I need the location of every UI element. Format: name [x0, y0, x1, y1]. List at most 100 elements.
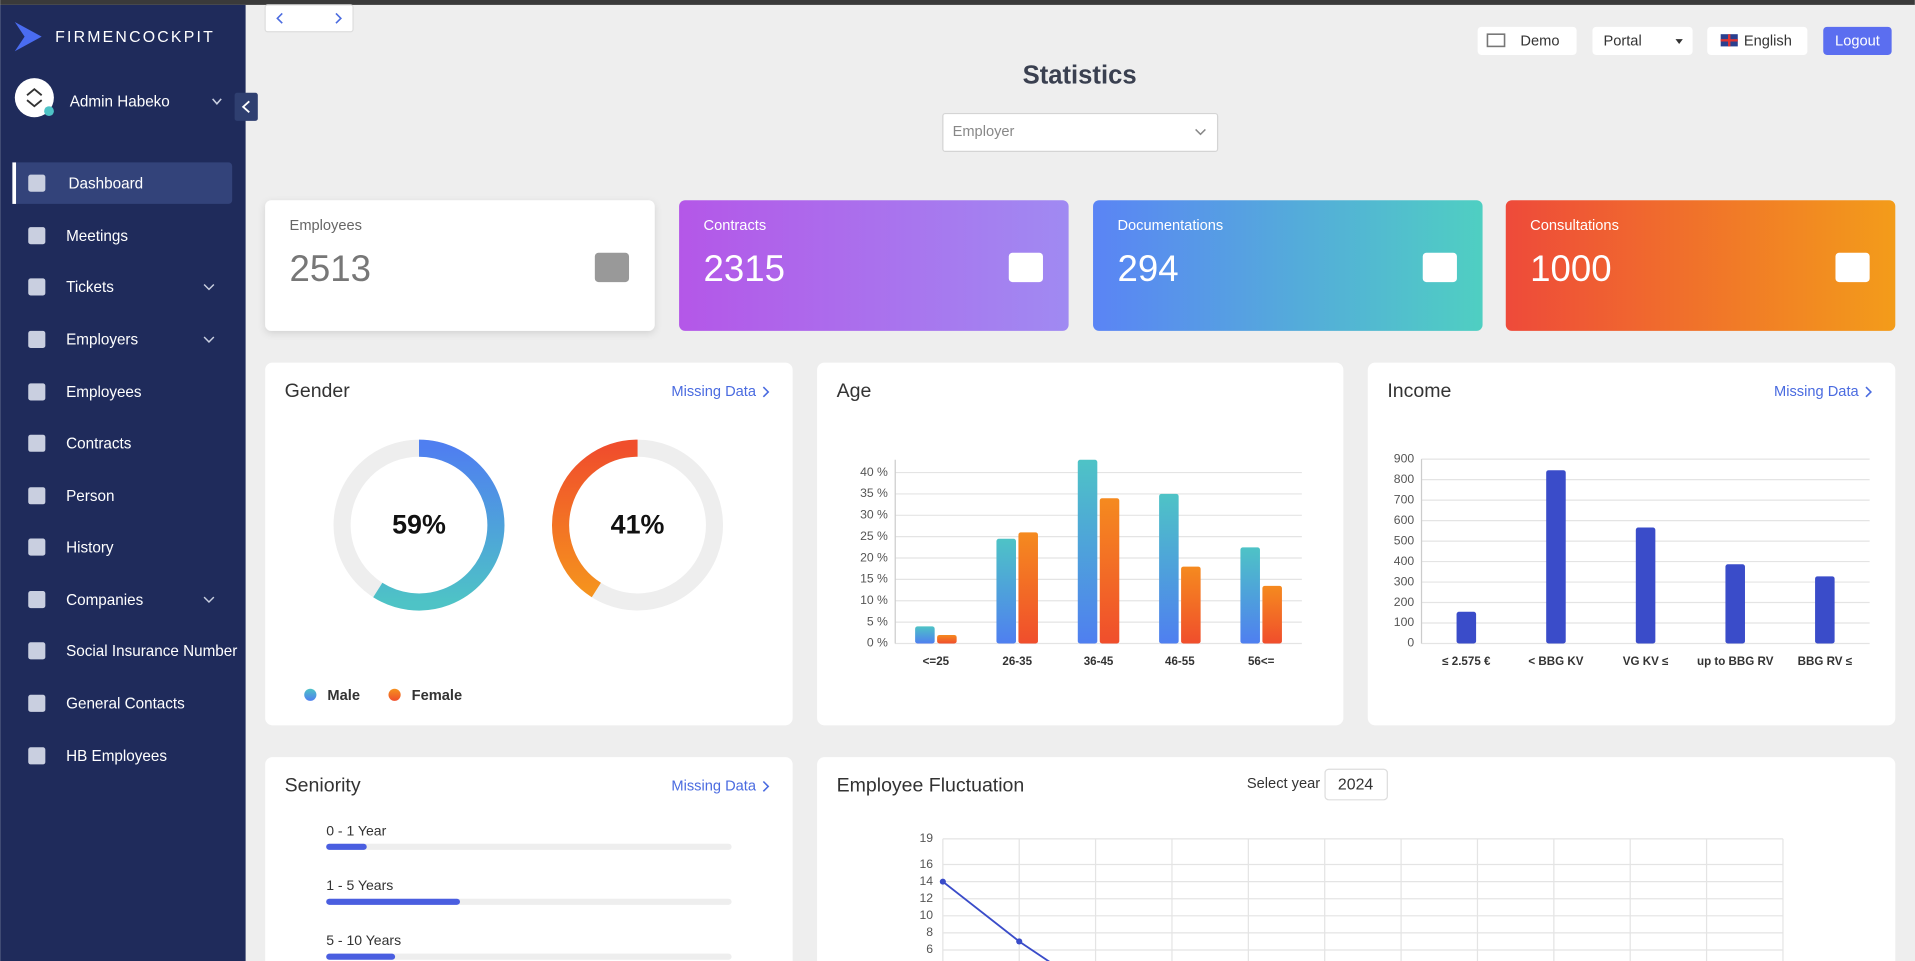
panel-title: Gender: [285, 380, 351, 402]
menu-icon: [28, 642, 46, 660]
language-button[interactable]: [1707, 26, 1808, 55]
bar: [1181, 566, 1201, 644]
y-tick-label: 10: [920, 908, 934, 922]
bar: [1099, 498, 1120, 644]
bar: [1635, 527, 1656, 644]
progress-track: [326, 843, 732, 850]
y-tick-label: 20 %: [860, 550, 888, 564]
nav-arrow-icons: [276, 12, 342, 24]
donut-arc: [373, 439, 505, 611]
donut-arc: [552, 439, 638, 598]
y-tick-label: 14: [920, 874, 934, 888]
stat-card: [679, 200, 1069, 331]
y-tick-label: 25 %: [860, 529, 888, 543]
menu-item[interactable]: Employers: [66, 332, 138, 349]
employer-placeholder: Employer: [953, 124, 1015, 140]
bar: [1018, 532, 1038, 644]
logo: [14, 21, 42, 52]
nav-arrows[interactable]: [264, 4, 354, 33]
menu-icon: [28, 330, 46, 349]
progress-track: [326, 953, 732, 960]
user-name[interactable]: Admin Habeko: [70, 94, 170, 111]
menu-icon: [28, 434, 46, 452]
bar: [1262, 585, 1282, 644]
year-select[interactable]: [1324, 768, 1388, 801]
x-tick-label: 56<=: [1248, 655, 1275, 668]
bar: [1546, 470, 1566, 644]
bar: [1815, 576, 1835, 644]
card-value: 2315: [704, 248, 785, 289]
logout-button[interactable]: [1823, 26, 1892, 55]
menu-icon: [28, 747, 46, 765]
progress-bar: [326, 898, 460, 905]
y-tick-label: 16: [920, 857, 934, 871]
y-tick-label: 5 %: [867, 614, 888, 628]
missing-data-link[interactable]: Missing Data: [671, 778, 756, 794]
missing-data-link[interactable]: Missing Data: [1774, 384, 1859, 400]
avatar-logo: [26, 87, 43, 108]
menu-item[interactable]: History: [66, 539, 114, 556]
menu-item[interactable]: Tickets: [66, 279, 114, 296]
donut-label: 59%: [392, 509, 446, 539]
missing-data-link[interactable]: Missing Data: [671, 384, 756, 400]
menu-item[interactable]: Social Insurance Number: [66, 643, 237, 660]
card-value: 1000: [1530, 248, 1611, 289]
x-tick-label: 26-35: [1002, 655, 1032, 668]
legend-dot: [304, 688, 317, 701]
point: [939, 878, 946, 885]
portal-text: Portal: [1603, 33, 1641, 49]
menu-item[interactable]: Companies: [66, 592, 144, 609]
legend-label: Male: [327, 688, 360, 704]
menu-item[interactable]: Employees: [66, 384, 142, 401]
card-icon: [594, 252, 630, 283]
bar: [1159, 493, 1179, 644]
demo-text: Demo: [1520, 33, 1559, 49]
y-tick-label: 700: [1394, 492, 1415, 506]
menu-item[interactable]: Meetings: [66, 228, 128, 245]
menu-icon: [28, 591, 46, 609]
menu-item[interactable]: Contracts: [66, 436, 132, 453]
stat-card: [265, 200, 655, 331]
active-marker: [12, 162, 17, 204]
menu-icon: [28, 538, 46, 556]
panel-title: Employee Fluctuation: [837, 775, 1025, 797]
x-tick-label: 46-55: [1165, 655, 1195, 668]
bar: [937, 634, 957, 644]
top-strip: [0, 0, 1915, 5]
y-tick-label: 400: [1394, 554, 1415, 568]
menu-item[interactable]: General Contacts: [66, 696, 185, 713]
portal-select[interactable]: [1592, 26, 1693, 55]
progress-label: 0 - 1 Year: [326, 822, 386, 838]
avatar[interactable]: [14, 78, 54, 118]
menu-item[interactable]: Dashboard: [69, 175, 144, 192]
menu-item[interactable]: Person: [66, 488, 114, 505]
legend-dot: [388, 688, 401, 701]
point: [1016, 938, 1023, 945]
collapse-button[interactable]: [234, 92, 258, 121]
link-chevron: [762, 780, 770, 792]
donut-label: 41%: [611, 509, 665, 539]
y-tick-label: 15 %: [860, 572, 888, 586]
progress-bar: [326, 843, 367, 850]
progress-label: 5 - 10 Years: [326, 932, 401, 948]
card-icon: [1008, 252, 1043, 283]
menu-item[interactable]: HB Employees: [66, 748, 167, 765]
progress-label: 1 - 5 Years: [326, 877, 393, 893]
menu-icon: [28, 383, 46, 401]
panel: [817, 757, 1896, 961]
y-tick-label: 8: [926, 925, 933, 939]
bar: [1725, 564, 1745, 644]
link-chevron: [1865, 386, 1872, 398]
employer-select[interactable]: [942, 112, 1219, 153]
y-tick-label: 200: [1394, 595, 1415, 609]
demo-icon: [1486, 33, 1506, 48]
x-tick-label: up to BBG RV: [1697, 655, 1774, 668]
card-value: 294: [1117, 248, 1178, 289]
y-tick-label: 0 %: [867, 636, 888, 650]
card-icon: [1835, 252, 1870, 283]
card-label: Contracts: [704, 218, 767, 234]
stat-card: [1505, 200, 1896, 331]
menu-icon: [28, 227, 46, 245]
y-tick-label: 6: [926, 942, 933, 956]
